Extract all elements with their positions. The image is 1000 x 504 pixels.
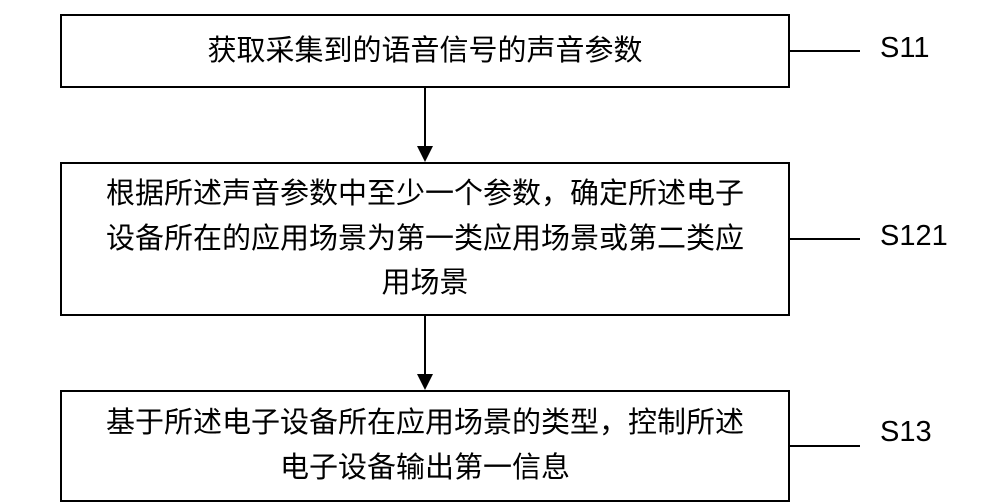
- label-connector: [790, 50, 860, 52]
- label-connector: [790, 238, 860, 240]
- label-text: S11: [880, 32, 929, 64]
- label-text: S13: [880, 416, 932, 448]
- step-label-s121: S121: [880, 220, 948, 253]
- node-text: 获取采集到的语音信号的声音参数: [207, 29, 642, 74]
- flowchart-node-s13: 基于所述电子设备所在应用场景的类型，控制所述 电子设备输出第一信息: [60, 390, 790, 502]
- flowchart-node-s121: 根据所述声音参数中至少一个参数，确定所述电子 设备所在的应用场景为第一类应用场景…: [60, 162, 790, 316]
- label-connector: [790, 445, 860, 447]
- node-text: 基于所述电子设备所在应用场景的类型，控制所述 电子设备输出第一信息: [106, 401, 744, 491]
- node-text: 根据所述声音参数中至少一个参数，确定所述电子 设备所在的应用场景为第一类应用场景…: [106, 172, 744, 307]
- arrow-down-icon: [425, 316, 426, 390]
- flowchart-node-s11: 获取采集到的语音信号的声音参数: [60, 14, 790, 88]
- step-label-s13: S13: [880, 416, 932, 449]
- label-text: S121: [880, 220, 948, 252]
- arrow-down-icon: [425, 88, 426, 162]
- step-label-s11: S11: [880, 32, 929, 65]
